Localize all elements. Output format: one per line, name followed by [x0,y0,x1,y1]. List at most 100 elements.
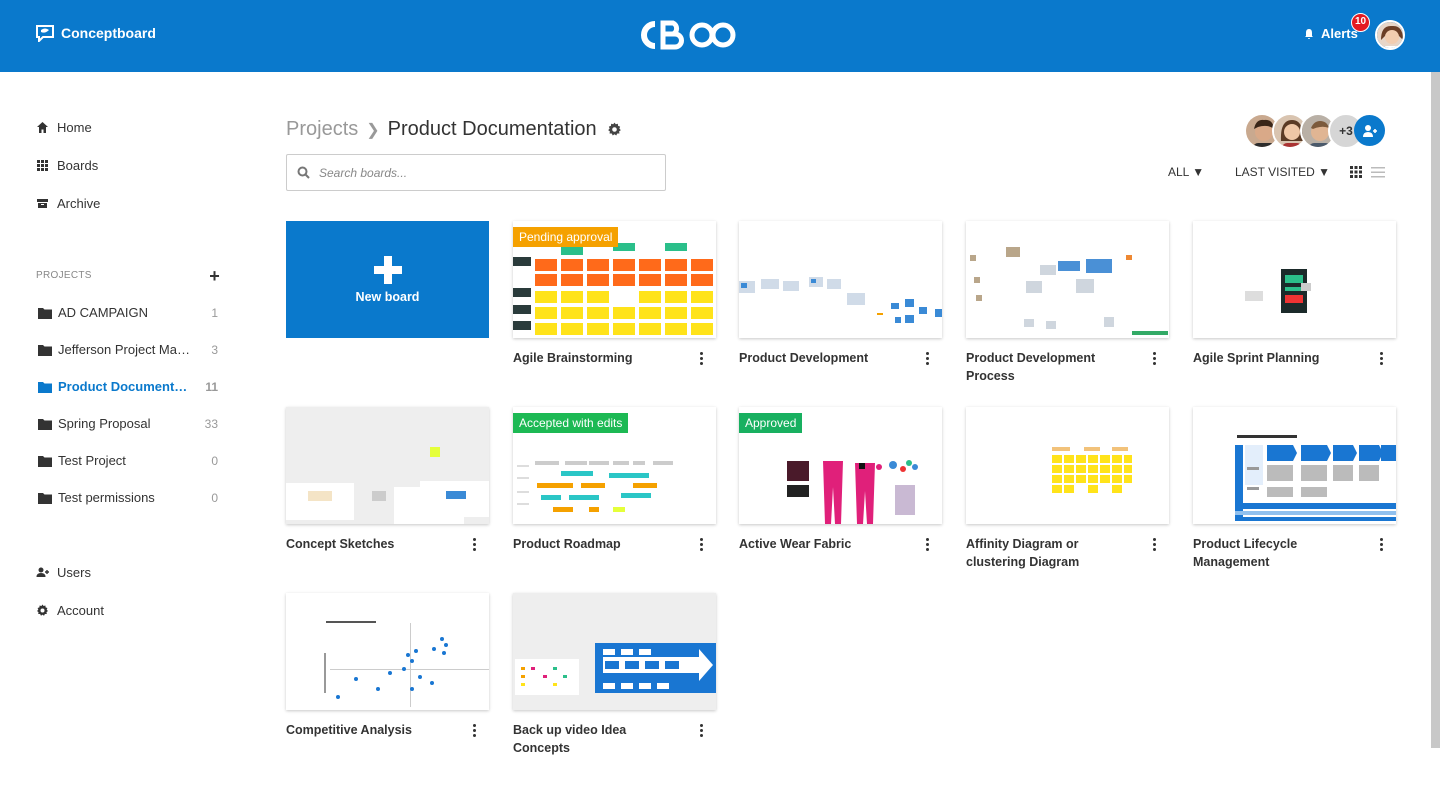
sidebar-item-archive[interactable]: Archive [36,196,100,211]
sprint-thumbnail-icon [1245,269,1311,313]
grid-view-icon[interactable] [1350,166,1362,178]
roadmap-thumbnail-icon [517,461,673,512]
page-scrollbar[interactable] [1431,72,1440,748]
filter-all-dropdown[interactable]: ALL ▼ [1168,165,1205,179]
board-title[interactable]: Competitive Analysis [286,723,412,737]
sidebar-project-item[interactable]: Test permissions 0 [38,490,218,505]
project-count: 0 [211,490,218,505]
sidebar-item-label: Boards [57,158,99,173]
folder-icon [38,455,52,467]
board-title[interactable]: Agile Sprint Planning [1193,351,1320,365]
page-title: Product Documentation [387,118,597,140]
board-title[interactable]: Product Roadmap [513,537,621,551]
new-board-label: New board [355,289,420,304]
board-thumbnail[interactable] [1193,221,1396,338]
board-card[interactable]: Back up video Idea Concepts [513,593,716,755]
sidebar-project-item[interactable]: Spring Proposal 33 [38,416,218,431]
folder-icon [38,381,52,393]
sidebar-item-users[interactable]: Users [36,565,91,580]
sidebar-item-label: Account [57,603,104,618]
board-card[interactable]: Product Lifecycle Management [1193,407,1396,569]
board-title[interactable]: Product Development [739,351,869,365]
board-thumbnail[interactable] [966,407,1169,524]
sidebar-item-label: Home [57,120,92,135]
board-thumbnail[interactable] [1193,407,1396,524]
alerts-button[interactable]: Alerts [1303,26,1358,41]
sidebar-item-home[interactable]: Home [36,120,92,135]
project-name: AD CAMPAIGN [58,305,149,320]
brand-link[interactable]: Conceptboard [35,24,156,42]
new-board-button[interactable]: New board [286,221,489,338]
board-thumbnail[interactable]: Pending approval [513,221,716,338]
sidebar-item-account[interactable]: Account [36,603,104,618]
breadcrumb: Projects ❯ Product Documentation [286,118,622,141]
project-settings-gear-icon[interactable] [607,122,622,137]
board-menu-icon[interactable] [924,538,930,554]
board-card[interactable]: Accepted with edits Product Roadmap [513,407,716,551]
board-title[interactable]: Agile Brainstorming [513,351,633,365]
plus-icon [373,255,402,284]
board-menu-icon[interactable] [924,352,930,368]
sketch-thumbnail-icon [286,447,489,524]
board-title[interactable]: Affinity Diagram or clustering Diagram [966,537,1080,569]
board-card[interactable]: Product Development Process [966,221,1169,383]
breadcrumb-projects-link[interactable]: Projects [286,118,359,140]
invite-member-button[interactable] [1354,115,1385,146]
sidebar-project-item[interactable]: AD CAMPAIGN 1 [38,305,218,320]
board-menu-icon[interactable] [471,538,477,554]
folder-icon [38,418,52,430]
board-card[interactable]: Affinity Diagram or clustering Diagram [966,407,1169,569]
board-card[interactable]: Concept Sketches [286,407,489,551]
board-title[interactable]: Concept Sketches [286,537,395,551]
board-card[interactable]: Pending approval Agile Brainstorming [513,221,716,365]
board-card[interactable]: Product Development [739,221,942,365]
board-thumbnail[interactable] [966,221,1169,338]
add-project-button[interactable]: + [209,266,220,286]
project-count: 33 [204,416,218,431]
board-title[interactable]: Product Development Process [966,351,1096,383]
sidebar-project-item-active[interactable]: Product Documentati... 11 [38,379,218,394]
board-thumbnail[interactable] [286,407,489,524]
sidebar-item-boards[interactable]: Boards [36,158,98,173]
brand-name: Conceptboard [61,25,156,41]
add-user-icon [1362,124,1377,137]
board-card[interactable]: Approved Active Wear Fabric [739,407,942,551]
folder-icon [38,344,52,356]
project-name: Jefferson Project May 2... [58,342,194,357]
board-menu-icon[interactable] [1378,538,1384,554]
board-menu-icon[interactable] [1151,352,1157,368]
board-title[interactable]: Back up video Idea Concepts [513,723,627,755]
alerts-count-badge: 10 [1351,13,1370,32]
project-name: Test permissions [58,490,155,505]
board-title[interactable]: Product Lifecycle Management [1193,537,1298,569]
gear-icon [37,604,48,616]
sidebar-project-item[interactable]: Test Project 0 [38,453,218,468]
users-icon [36,567,49,577]
user-avatar[interactable] [1375,20,1405,50]
sort-dropdown[interactable]: LAST VISITED ▼ [1235,165,1331,179]
project-count: 3 [211,342,218,357]
board-thumbnail[interactable] [286,593,489,710]
folder-icon [38,492,52,504]
board-menu-icon[interactable] [698,352,704,368]
board-menu-icon[interactable] [698,724,704,740]
search-input[interactable] [319,165,649,180]
board-thumbnail[interactable] [739,221,942,338]
top-bar: Conceptboard Alerts 10 [0,0,1440,72]
board-menu-icon[interactable] [1378,352,1384,368]
board-thumbnail[interactable]: Approved [739,407,942,524]
board-menu-icon[interactable] [471,724,477,740]
board-thumbnail[interactable] [513,593,716,710]
projects-heading: PROJECTS + [36,266,220,286]
board-menu-icon[interactable] [1151,538,1157,554]
board-card[interactable]: Competitive Analysis [286,593,489,737]
board-card[interactable]: Agile Sprint Planning [1193,221,1396,365]
list-view-icon[interactable] [1371,167,1385,178]
sidebar-project-item[interactable]: Jefferson Project May 2... 3 [38,342,218,357]
status-badge: Approved [739,413,803,433]
project-count: 0 [211,453,218,468]
board-title[interactable]: Active Wear Fabric [739,537,852,551]
board-menu-icon[interactable] [698,538,704,554]
board-thumbnail[interactable]: Accepted with edits [513,407,716,524]
project-name: Spring Proposal [58,416,151,431]
